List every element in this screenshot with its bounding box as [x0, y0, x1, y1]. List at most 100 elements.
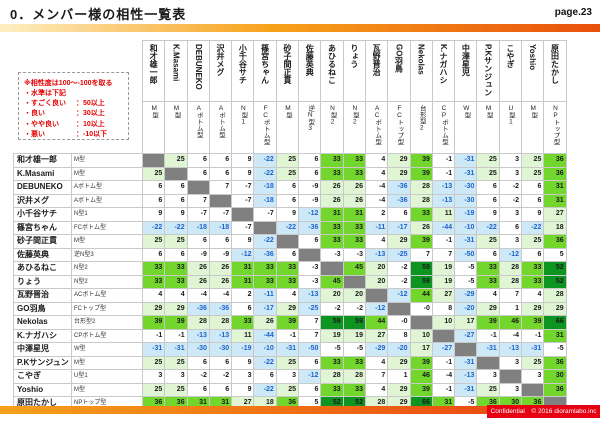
matrix-cell: -27	[432, 343, 456, 357]
matrix-diagonal-cell	[455, 343, 478, 357]
matrix-cell: -13	[455, 370, 478, 384]
matrix-cell: -22	[254, 167, 277, 181]
matrix-diagonal-cell	[276, 235, 300, 249]
matrix-cell: -22	[522, 221, 545, 235]
matrix-cell: -50	[455, 248, 478, 262]
matrix-cell: 33	[343, 383, 366, 397]
matrix-cell: -7	[232, 194, 255, 208]
matrix-diagonal-cell	[143, 154, 166, 168]
matrix-cell: 9	[165, 208, 188, 222]
matrix-cell: -11	[365, 221, 389, 235]
matrix-cell: 33	[343, 235, 366, 249]
row-header-type: M型	[72, 235, 143, 249]
matrix-cell: 4	[143, 289, 166, 303]
matrix-cell: 33	[522, 262, 545, 276]
matrix-cell: -3	[321, 248, 344, 262]
row-header-name: 沢井メグ	[13, 194, 72, 208]
column-header-type: M型	[276, 102, 300, 154]
matrix-cell: 26	[209, 262, 233, 276]
matrix-cell: -29	[365, 343, 389, 357]
matrix-cell: 59	[410, 262, 433, 276]
matrix-cell: 33	[165, 275, 188, 289]
matrix-cell: 19	[432, 275, 456, 289]
matrix-cell: 3	[477, 370, 500, 384]
column-header-type: FCトップ型	[388, 102, 411, 154]
matrix-cell: 28	[321, 370, 344, 384]
matrix-cell: 29	[388, 383, 411, 397]
matrix-cell: -12	[365, 302, 389, 316]
matrix-cell: -1	[143, 329, 166, 343]
matrix-cell: 4	[477, 289, 500, 303]
page-number: page.23	[554, 7, 592, 18]
matrix-cell: 26	[343, 194, 366, 208]
matrix-cell: -7	[232, 181, 255, 195]
matrix-cell: 6	[522, 181, 545, 195]
matrix-cell: 6	[388, 208, 411, 222]
matrix-cell: 7	[432, 248, 456, 262]
matrix-cell: -31	[143, 343, 166, 357]
matrix-cell: 20	[343, 289, 366, 303]
column-header-type: M型	[165, 102, 188, 154]
matrix-cell: -3	[343, 248, 366, 262]
matrix-cell: -36	[187, 302, 210, 316]
row-header-type: N型1	[72, 208, 143, 222]
matrix-cell: -13	[299, 289, 322, 303]
legend-item-label: ・悪い	[24, 130, 45, 138]
matrix-cell: 3	[522, 370, 545, 384]
matrix-cell: 28	[499, 262, 523, 276]
matrix-cell: 20	[365, 262, 389, 276]
matrix-cell: -31	[477, 343, 500, 357]
matrix-cell: -1	[276, 329, 300, 343]
matrix-cell: -36	[388, 194, 411, 208]
row-header-name: K.ナガハシ	[13, 329, 72, 343]
matrix-cell: 28	[209, 316, 233, 330]
matrix-cell: 6	[209, 356, 233, 370]
matrix-cell: 6	[187, 167, 210, 181]
column-header-name: GO羽鳥	[388, 40, 411, 102]
matrix-cell: 66	[544, 316, 567, 330]
column-header-name: K.Masami	[165, 40, 188, 102]
matrix-cell: 8	[432, 302, 456, 316]
matrix-cell: 30	[544, 370, 567, 384]
matrix-cell: 6	[187, 235, 210, 249]
legend-item-value: ：50以上	[76, 100, 105, 108]
matrix-cell: -4	[187, 289, 210, 303]
matrix-cell: 6	[299, 383, 322, 397]
matrix-diagonal-cell	[321, 262, 344, 276]
matrix-cell: 10	[432, 316, 456, 330]
row-header-type: 台形型2	[72, 316, 143, 330]
matrix-cell: -10	[455, 221, 478, 235]
matrix-cell: 33	[321, 235, 344, 249]
matrix-cell: -30	[187, 343, 210, 357]
legend-box: ※相性度は100～-100を取る ・水準は下記 ・すごく良い ：50以上 ・良い…	[18, 72, 129, 140]
matrix-cell: 45	[321, 275, 344, 289]
row-header-type: M型	[72, 356, 143, 370]
matrix-cell: 25	[522, 167, 545, 181]
matrix-cell: 33	[143, 275, 166, 289]
column-header-type: M型	[143, 102, 166, 154]
column-header-name: Nekolas	[410, 40, 433, 102]
matrix-cell: -31	[276, 343, 300, 357]
matrix-cell: 39	[522, 316, 545, 330]
matrix-cell: 6	[143, 181, 166, 195]
matrix-cell: 19	[343, 329, 366, 343]
row-header-type: N型2	[72, 262, 143, 276]
matrix-cell: 17	[455, 316, 478, 330]
matrix-diagonal-cell	[388, 302, 411, 316]
column-header-type: M型	[522, 102, 545, 154]
matrix-cell: 25	[477, 154, 500, 168]
matrix-cell: 11	[432, 208, 456, 222]
matrix-cell: -1	[432, 167, 456, 181]
matrix-cell: 33	[321, 221, 344, 235]
matrix-cell: -18	[209, 221, 233, 235]
column-header-name: K.ナガハシ	[432, 40, 456, 102]
matrix-cell: 33	[143, 262, 166, 276]
matrix-cell: 33	[321, 154, 344, 168]
matrix-cell: 31	[232, 262, 255, 276]
matrix-cell: 9	[477, 208, 500, 222]
matrix-cell: -7	[187, 208, 210, 222]
matrix-cell: -44	[254, 329, 277, 343]
matrix-cell: 26	[209, 275, 233, 289]
matrix-diagonal-cell	[477, 356, 500, 370]
matrix-cell: 33	[522, 275, 545, 289]
